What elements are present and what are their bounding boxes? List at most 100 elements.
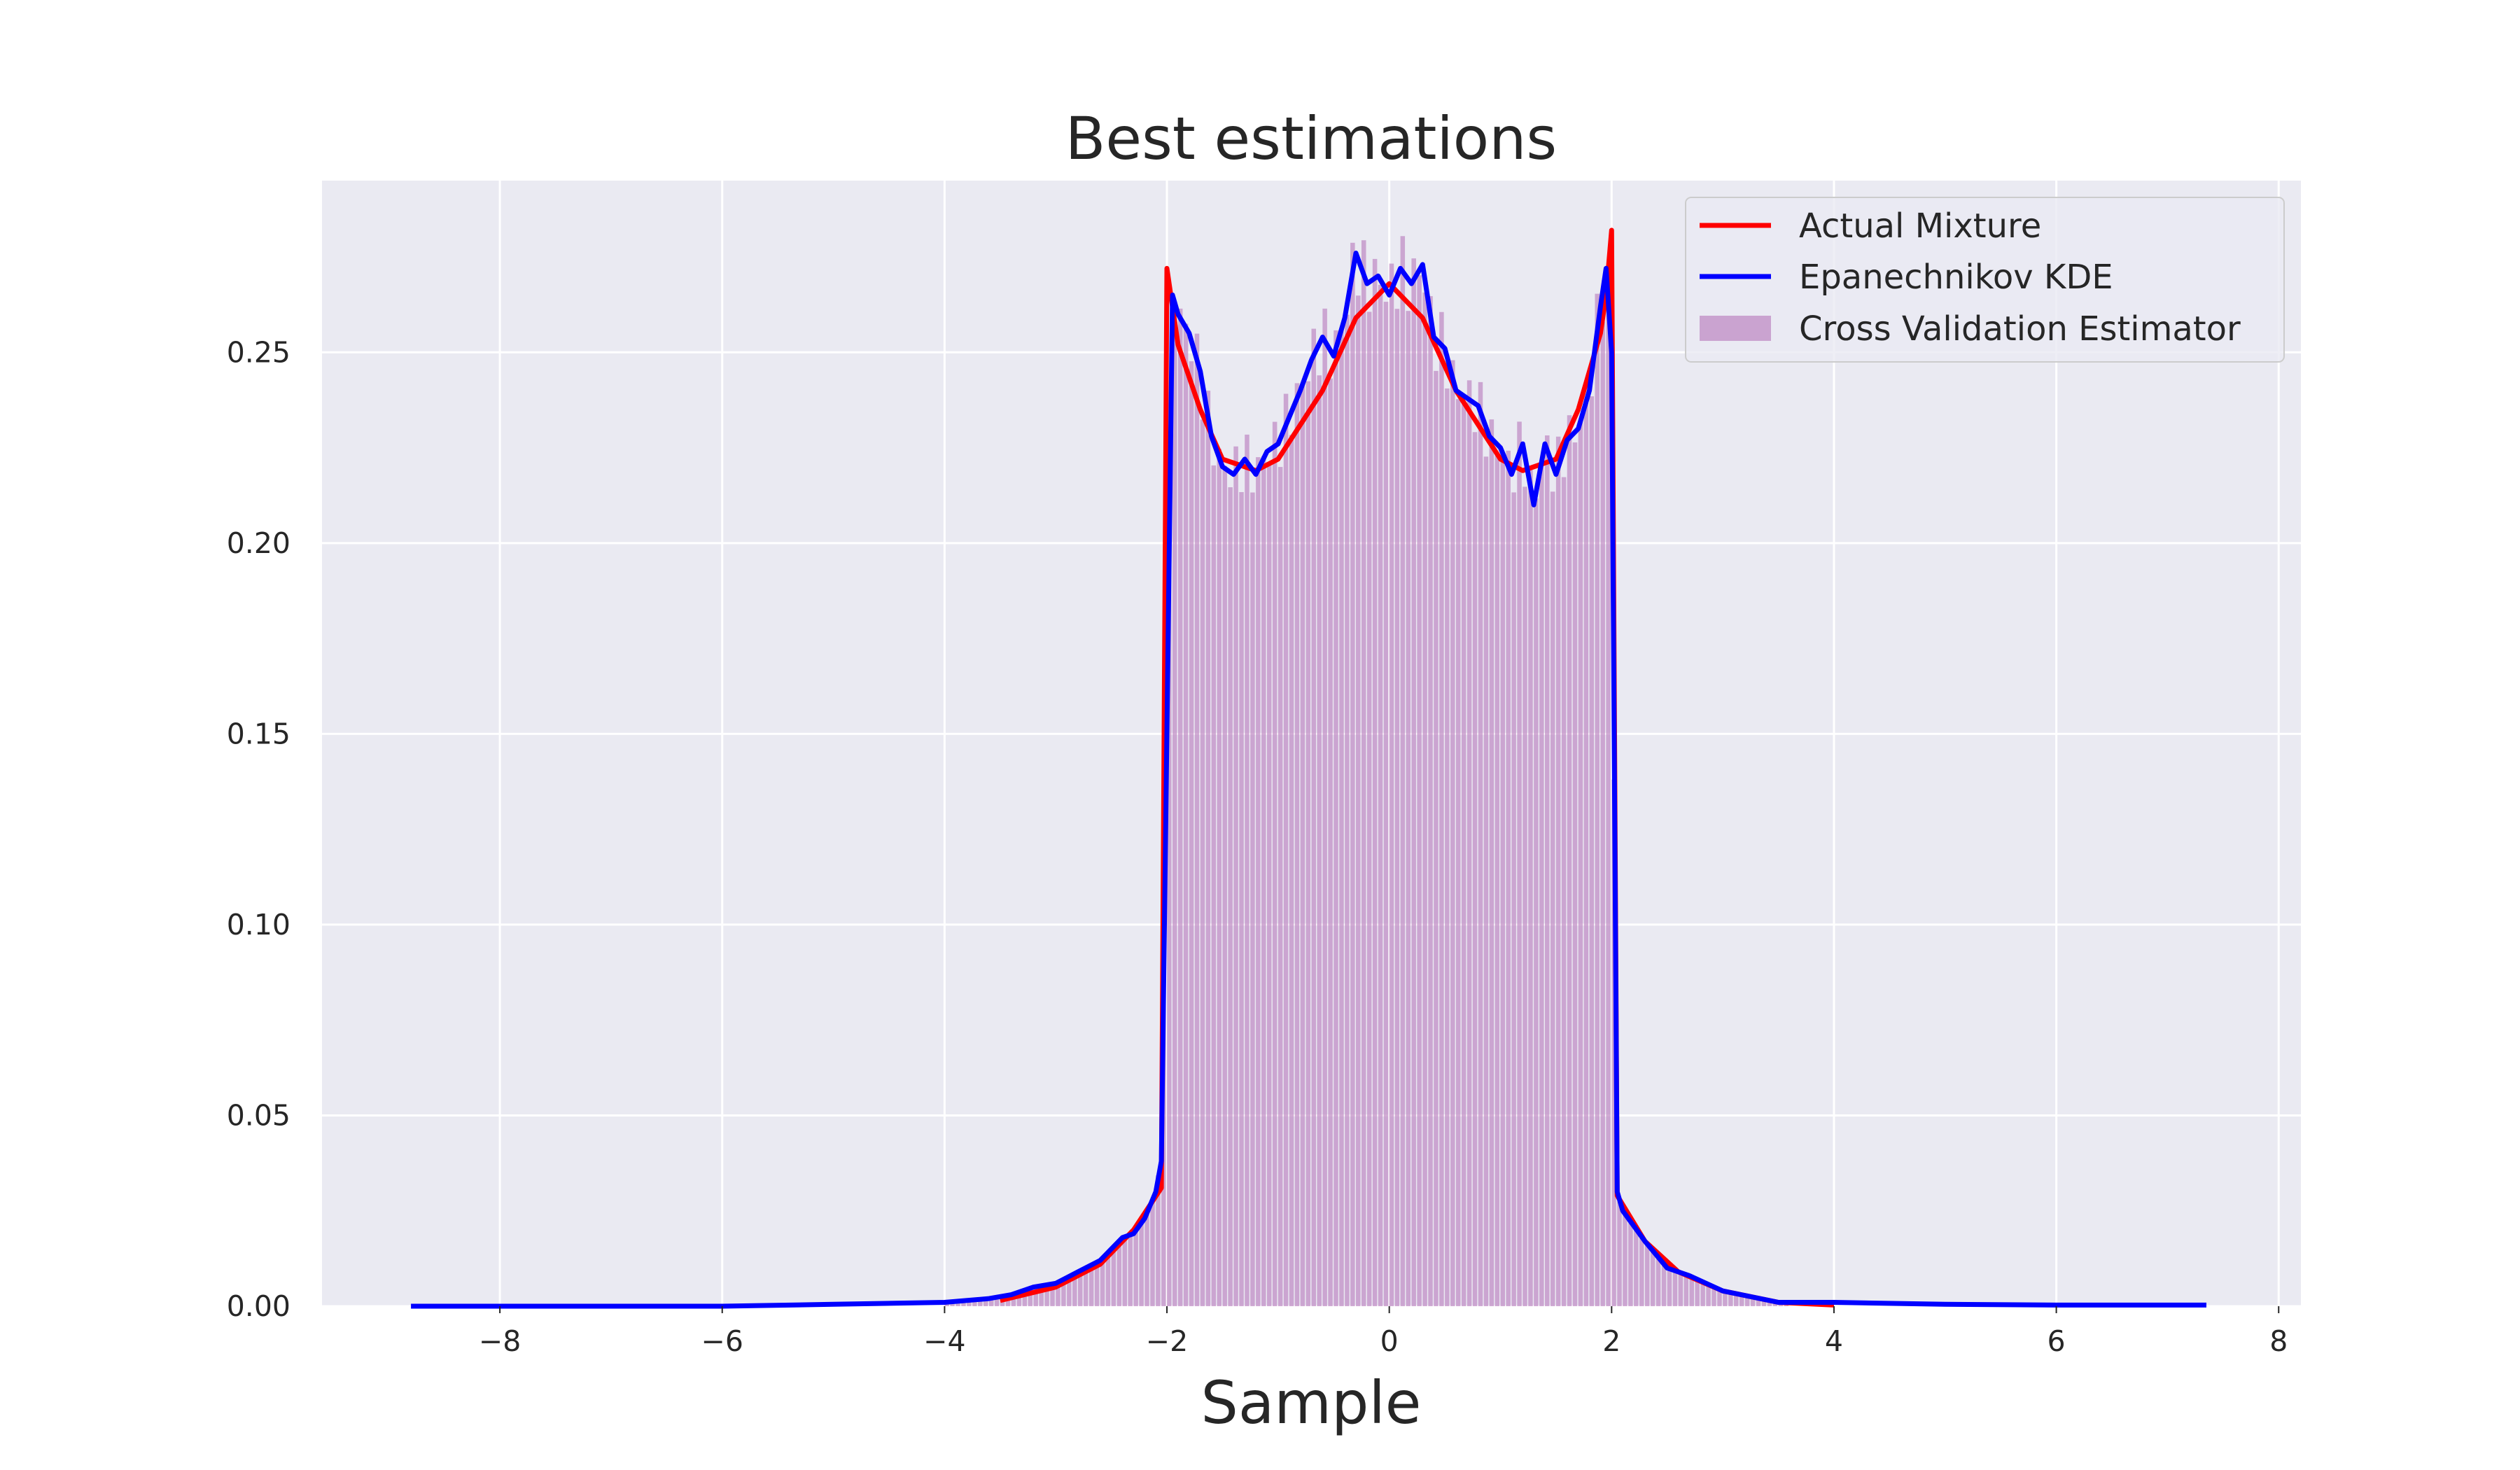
histogram-bar	[1712, 1287, 1716, 1306]
histogram-bar	[1111, 1246, 1116, 1306]
histogram-bar	[1739, 1294, 1744, 1306]
histogram-bar	[1578, 421, 1583, 1306]
histogram-bar	[1278, 467, 1283, 1306]
series-lines	[411, 227, 2206, 1309]
histogram-bar	[1672, 1270, 1678, 1306]
histogram-bar	[1339, 329, 1344, 1307]
histogram-bar	[1434, 370, 1438, 1307]
histogram-bar	[1400, 236, 1406, 1307]
histogram-bar	[1744, 1296, 1750, 1306]
histogram-bar	[1061, 1279, 1066, 1306]
histogram-bar	[1478, 382, 1483, 1307]
legend-swatch-hist	[1700, 316, 1771, 341]
histogram-bar	[1639, 1238, 1644, 1306]
histogram-bar	[1472, 432, 1478, 1306]
histogram-bar	[1300, 383, 1306, 1307]
histogram-bar	[1455, 399, 1461, 1306]
histogram-bar	[1211, 465, 1217, 1306]
histogram-bar	[1439, 312, 1444, 1306]
histogram-bar	[1595, 293, 1600, 1306]
histogram-bar	[967, 1300, 972, 1306]
y-axis-ticks: 0.00 0.05 0.10 0.15 0.20 0.25	[227, 335, 290, 1323]
histogram-bar	[1494, 452, 1500, 1306]
histogram-bar	[1189, 361, 1194, 1307]
x-tick-label: −4	[923, 1324, 965, 1358]
histogram-bar	[1083, 1268, 1088, 1306]
histogram-bar	[1695, 1279, 1700, 1306]
histogram-bar	[1289, 435, 1294, 1307]
histogram-bar	[1555, 436, 1561, 1307]
histogram-bar	[1372, 258, 1378, 1306]
histogram-bar	[1411, 258, 1416, 1306]
histogram-bar	[1661, 1264, 1667, 1306]
histogram-bar	[1217, 449, 1222, 1306]
histogram-bar	[1250, 492, 1255, 1306]
histogram-bar	[988, 1298, 994, 1306]
histogram-bar	[1506, 450, 1511, 1306]
histogram-bar	[1233, 446, 1238, 1306]
histogram-bar	[1072, 1273, 1077, 1306]
histogram-bar	[1466, 380, 1472, 1307]
histogram-bar	[1306, 381, 1311, 1307]
histogram-bar	[1445, 388, 1450, 1306]
histogram-bar	[978, 1299, 983, 1306]
histogram-bar	[1650, 1252, 1656, 1306]
histogram-bar	[1717, 1289, 1722, 1306]
histogram-bar	[1122, 1237, 1128, 1306]
histogram-bar	[1245, 434, 1250, 1306]
histogram-bar	[1422, 292, 1427, 1306]
histogram-bar	[1356, 295, 1361, 1306]
histogram-bar	[1361, 240, 1366, 1306]
histogram-bar	[1728, 1292, 1733, 1306]
histogram-bar	[972, 1299, 977, 1306]
histogram-bar	[1667, 1269, 1672, 1306]
histogram-bar	[1684, 1274, 1689, 1306]
histogram-bar	[1628, 1223, 1633, 1306]
histogram-bar	[1317, 375, 1322, 1306]
histogram-bar	[1417, 275, 1422, 1307]
legend-label-kde: Epanechnikov KDE	[1799, 258, 2113, 297]
histogram-bar	[1461, 403, 1466, 1306]
histogram-bar	[955, 1301, 960, 1306]
histogram-bar	[1272, 421, 1278, 1306]
histogram-bar	[1105, 1252, 1111, 1306]
histogram-bar	[1689, 1277, 1695, 1306]
histogram-bar	[1028, 1288, 1033, 1306]
histogram-bar	[1200, 419, 1205, 1307]
histogram-bar	[1128, 1233, 1133, 1306]
y-tick-label: 0.20	[227, 526, 290, 560]
histogram-bar	[1283, 393, 1289, 1306]
histogram-bar	[1116, 1240, 1122, 1306]
histogram-bar	[1617, 1201, 1622, 1306]
histogram-bar	[1167, 489, 1172, 1306]
legend-label-actual: Actual Mixture	[1799, 206, 2041, 246]
x-tick-label: 6	[2047, 1324, 2066, 1358]
x-tick-label: −8	[479, 1324, 521, 1358]
histogram-bar	[1322, 308, 1327, 1307]
histogram-bar	[1261, 456, 1266, 1307]
histogram-bar	[1294, 383, 1300, 1306]
histogram-bar	[1706, 1284, 1711, 1306]
histogram-bar	[1050, 1283, 1055, 1306]
legend-box	[1685, 197, 2285, 363]
x-tick-label: 4	[1825, 1324, 1843, 1358]
histogram-bar	[961, 1301, 966, 1306]
histogram-bar	[1172, 328, 1177, 1307]
histogram-bar	[1150, 1198, 1155, 1306]
histogram-bar	[1572, 442, 1578, 1306]
histogram-bar	[1133, 1230, 1138, 1306]
histogram-bar	[1044, 1284, 1049, 1306]
histogram-bar	[1205, 391, 1211, 1306]
histogram-bar	[1334, 330, 1338, 1306]
histogram-bar	[1094, 1262, 1100, 1306]
histogram-bar	[1328, 378, 1333, 1306]
histogram-bar	[1139, 1222, 1144, 1306]
histogram-bar	[994, 1297, 1000, 1306]
histogram-bar	[1678, 1273, 1684, 1306]
histogram-bar	[1144, 1211, 1149, 1306]
histogram-bar	[1311, 328, 1317, 1306]
histogram-bar	[1022, 1289, 1028, 1306]
histogram-bar	[1228, 487, 1233, 1306]
x-axis-label: Sample	[1201, 1368, 1422, 1437]
